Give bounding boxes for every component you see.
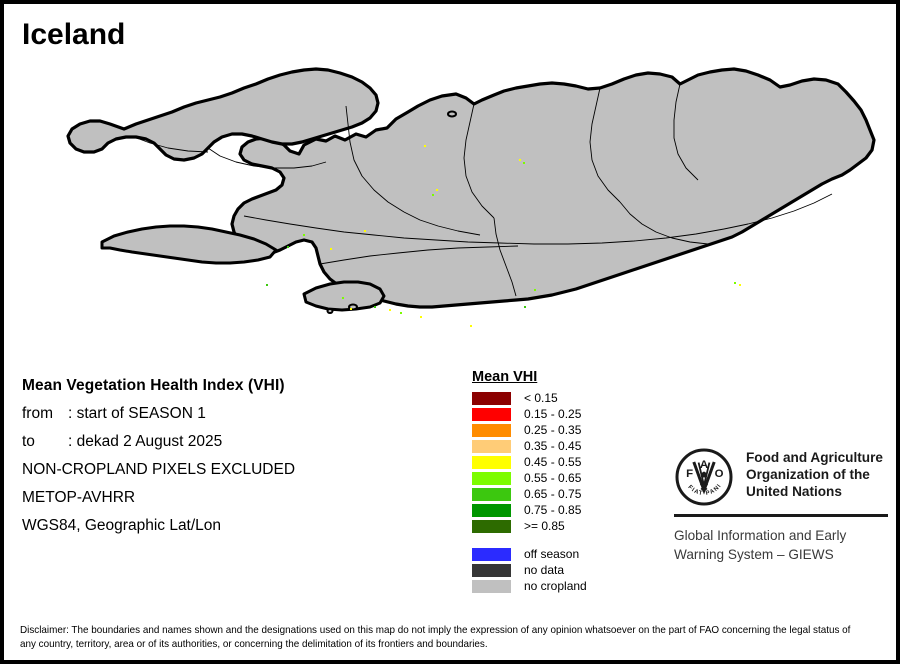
offshore-islands [326, 110, 457, 314]
legend-class-row[interactable]: >= 0.85 [472, 518, 652, 534]
svg-text:A: A [700, 459, 708, 471]
legend-title: Mean VHI [472, 369, 538, 385]
fao-name-line-0: Food and Agriculture [746, 450, 883, 465]
legend-class-row[interactable]: 0.15 - 0.25 [472, 406, 652, 422]
svg-text:F: F [686, 468, 693, 480]
fao-name-line-2: United Nations [746, 484, 842, 499]
legend-class-label: 0.45 - 0.55 [524, 454, 582, 469]
legend-class-swatch [472, 471, 511, 485]
legend-class-row[interactable]: 0.55 - 0.65 [472, 470, 652, 486]
fao-divider [674, 514, 888, 517]
legend-class-row[interactable]: 0.25 - 0.35 [472, 422, 652, 438]
iceland-mainland [230, 67, 876, 309]
legend-class-swatch [472, 439, 511, 453]
legend-special-label: no data [524, 562, 565, 577]
fao-name-line-1: Organization of the [746, 467, 870, 482]
map-legend: Mean VHI < 0.15 0.15 - 0.25 0.25 - 0.35 0.3… [472, 370, 652, 594]
legend-special-row[interactable]: no data [472, 562, 652, 578]
info-sensor: METOP-AVHRR [22, 489, 136, 506]
info-from-row: from : start of SEASON 1 [22, 400, 452, 428]
legend-special-list: off season no data no cropland [472, 546, 652, 594]
fao-branding: F A O FIAT PANIS Food and Agriculture Org… [674, 447, 892, 564]
legend-special-row[interactable]: off season [472, 546, 652, 562]
map-figure [4, 44, 896, 354]
fao-emblem-icon: F A O FIAT PANIS [674, 447, 734, 507]
fao-organization-name: Food and Agriculture Organization of the U… [746, 447, 883, 500]
legend-class-label: 0.65 - 0.75 [524, 486, 582, 501]
legend-class-label: >= 0.85 [524, 518, 565, 533]
legend-spacer [472, 534, 652, 546]
legend-special-swatch [472, 579, 511, 593]
legend-class-swatch [472, 503, 511, 517]
legend-class-label: 0.55 - 0.65 [524, 470, 582, 485]
info-exclusion: NON-CROPLAND PIXELS EXCLUDED [22, 461, 296, 478]
legend-class-label: 0.15 - 0.25 [524, 406, 582, 421]
westfjords [66, 67, 380, 162]
legend-special-swatch [472, 547, 511, 561]
info-to-row: to : dekad 2 August 2025 [22, 428, 452, 456]
admin-boundaries [133, 83, 833, 297]
info-from-label: from [22, 405, 53, 422]
legend-class-row[interactable]: 0.75 - 0.85 [472, 502, 652, 518]
disclaimer-text: Disclaimer: The boundaries and names sho… [20, 625, 851, 650]
giews-text-line-1: Warning System – GIEWS [674, 547, 834, 562]
info-from-value: : start of SEASON 1 [68, 405, 206, 422]
legend-class-row[interactable]: < 0.15 [472, 390, 652, 406]
map-landmass [66, 67, 876, 312]
legend-special-row[interactable]: no cropland [472, 578, 652, 594]
reykjanes-peninsula [302, 280, 386, 312]
giews-programme-name: Global Information and Early Warning Syst… [674, 526, 892, 564]
legend-class-label: 0.75 - 0.85 [524, 502, 582, 517]
legend-class-row[interactable]: 0.65 - 0.75 [472, 486, 652, 502]
legend-class-label: < 0.15 [524, 390, 558, 405]
map-info-block: Mean Vegetation Health Index (VHI) from:… [22, 372, 452, 540]
legend-class-row[interactable]: 0.45 - 0.55 [472, 454, 652, 470]
legend-class-label: 0.25 - 0.35 [524, 422, 582, 437]
fao-logo-row: F A O FIAT PANIS Food and Agriculture Org… [674, 447, 892, 507]
legend-class-swatch [472, 519, 511, 533]
vhi-pixel-overlay [266, 145, 741, 327]
legend-class-list: < 0.15 0.15 - 0.25 0.25 - 0.35 0.35 - 0.45 0… [472, 390, 652, 534]
info-projection: WGS84, Geographic Lat/Lon [22, 517, 222, 534]
info-heading: Mean Vegetation Health Index (VHI) [22, 377, 285, 394]
legend-class-swatch [472, 423, 511, 437]
legend-class-swatch [472, 487, 511, 501]
info-to-value: : dekad 2 August 2025 [68, 433, 223, 450]
legend-special-label: off season [524, 546, 580, 561]
svg-text:O: O [715, 468, 724, 480]
info-to-label: to [22, 433, 35, 450]
giews-text-line-0: Global Information and Early [674, 528, 847, 543]
legend-special-label: no cropland [524, 578, 587, 593]
snaefellsnes-peninsula [100, 224, 278, 265]
legend-class-row[interactable]: 0.35 - 0.45 [472, 438, 652, 454]
legend-special-swatch [472, 563, 511, 577]
page-title: Iceland [22, 18, 126, 51]
legend-class-swatch [472, 391, 511, 405]
legend-class-swatch [472, 407, 511, 421]
legend-class-swatch [472, 455, 511, 469]
legend-class-label: 0.35 - 0.45 [524, 438, 582, 453]
